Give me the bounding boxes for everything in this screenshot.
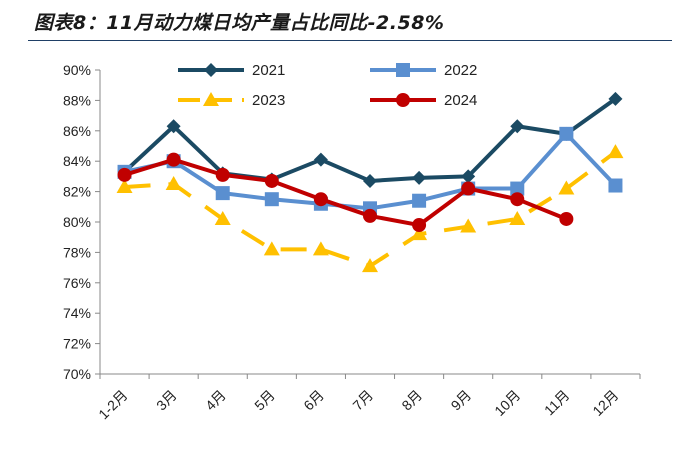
x-tick-label: 3月 — [153, 387, 180, 414]
chart-legend: 2021 2022 2023 2024 — [178, 62, 477, 109]
data-point-2021 — [412, 170, 427, 185]
y-tick-label: 72% — [63, 336, 91, 352]
x-tick-label: 5月 — [251, 387, 278, 414]
legend-swatch-marker — [396, 63, 410, 77]
data-point-2021 — [363, 173, 377, 188]
legend-item-2021: 2021 — [178, 62, 285, 79]
data-point-2024 — [264, 173, 279, 188]
y-tick-label: 84% — [63, 153, 91, 169]
data-point-2022 — [510, 181, 525, 196]
x-tick-label: 7月 — [349, 387, 376, 414]
data-point-2022 — [264, 192, 279, 207]
y-tick-label: 86% — [63, 123, 91, 139]
legend-label: 2021 — [252, 62, 285, 79]
data-point-2024 — [117, 167, 132, 182]
series-line-2024 — [123, 157, 568, 228]
data-point-2024 — [461, 181, 476, 196]
series-layer — [116, 91, 624, 273]
x-tick-label: 11月 — [541, 387, 572, 418]
data-point-2023 — [214, 210, 231, 225]
data-point-2021 — [313, 152, 328, 167]
data-point-2023 — [509, 210, 526, 225]
data-point-2021 — [510, 119, 525, 134]
y-tick-label: 76% — [63, 275, 91, 291]
data-point-2023 — [312, 241, 329, 256]
data-point-2024 — [510, 192, 525, 207]
x-tick-label: 9月 — [448, 387, 475, 414]
x-tick-label: 6月 — [300, 387, 327, 414]
data-point-2024 — [363, 208, 377, 223]
x-tick-label: 10月 — [491, 387, 523, 419]
x-tick-label: 1-2月 — [95, 387, 131, 423]
data-point-2022 — [608, 178, 623, 193]
y-tick-label: 82% — [63, 184, 91, 200]
data-point-2024 — [215, 167, 230, 182]
data-point-2024 — [166, 152, 181, 167]
data-point-2023 — [558, 180, 575, 195]
y-tick-label: 74% — [63, 305, 91, 321]
x-tick-label: 4月 — [202, 387, 229, 414]
data-point-2024 — [412, 218, 427, 233]
data-point-2024 — [559, 211, 574, 226]
data-point-2021 — [166, 119, 181, 134]
data-point-2022 — [215, 186, 230, 201]
data-point-2023 — [116, 179, 133, 194]
legend-item-2023: 2023 — [178, 92, 285, 109]
data-point-2022 — [559, 126, 574, 141]
legend-label: 2024 — [444, 92, 477, 109]
data-point-2023 — [411, 226, 428, 241]
legend-label: 2022 — [444, 62, 477, 79]
data-point-2022 — [412, 193, 427, 208]
x-tick-label: 12月 — [589, 387, 621, 419]
data-point-2023 — [607, 144, 624, 159]
data-point-2021 — [608, 91, 623, 106]
y-tick-label: 90% — [63, 62, 91, 78]
data-point-2024 — [313, 192, 328, 207]
y-tick-label: 78% — [63, 244, 91, 260]
data-point-2023 — [263, 241, 280, 256]
data-point-2023 — [362, 258, 378, 273]
chart-axes: 70% 72% 74% 76% 78% 80% 82% 84% 86% 88% 90% 1-2月 3月 4… — [63, 62, 641, 423]
series-2024 — [117, 152, 574, 233]
legend-item-2024: 2024 — [370, 92, 477, 109]
series-2023 — [116, 144, 624, 273]
legend-swatch-marker — [203, 92, 219, 106]
series-line-2022 — [124, 131, 617, 211]
title-divider — [28, 40, 672, 41]
x-tick-label: 8月 — [398, 387, 425, 414]
legend-item-2022: 2022 — [370, 62, 477, 79]
y-tick-label: 88% — [63, 92, 91, 108]
data-point-2021 — [461, 169, 476, 184]
chart-title: 图表8：11月动力煤日均产量占比同比-2.58% — [34, 12, 445, 34]
legend-label: 2023 — [252, 92, 285, 109]
data-point-2023 — [165, 176, 182, 190]
data-point-2023 — [460, 218, 477, 233]
y-tick-label: 80% — [63, 214, 91, 230]
legend-swatch-marker — [396, 93, 410, 107]
y-tick-label: 70% — [63, 366, 91, 382]
legend-swatch-marker — [204, 63, 218, 77]
